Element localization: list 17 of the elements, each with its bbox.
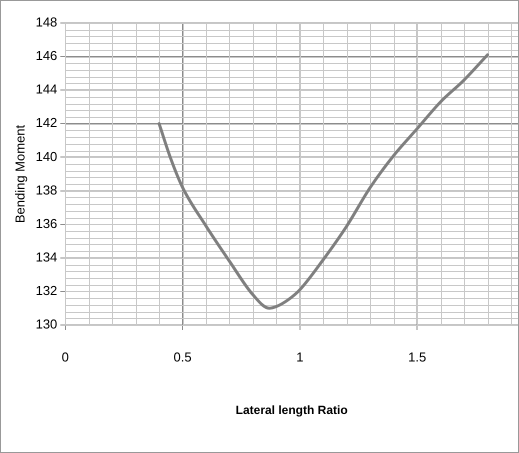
x-tick-label: 0.5 <box>174 349 192 364</box>
y-tick-label: 130 <box>36 316 58 332</box>
y-tick-label: 134 <box>36 249 58 264</box>
y-tick-label: 136 <box>36 216 58 231</box>
x-tick-label: 0 <box>62 349 69 364</box>
y-tick-label: 146 <box>36 48 58 64</box>
y-tick-label: 132 <box>36 283 58 298</box>
y-tick-label: 148 <box>36 14 58 30</box>
y-tick-label: 142 <box>36 115 58 130</box>
line-series <box>158 53 490 310</box>
y-tick-label: 140 <box>36 148 58 164</box>
y-tick-label: 138 <box>36 182 58 198</box>
y-tick-label: 144 <box>36 82 58 97</box>
x-axis-title: Lateral length Ratio <box>236 403 348 418</box>
x-tick-label: 1 <box>296 349 304 364</box>
x-tick-label: 1.5 <box>408 349 426 364</box>
y-axis-title: Bending Moment <box>12 124 28 224</box>
